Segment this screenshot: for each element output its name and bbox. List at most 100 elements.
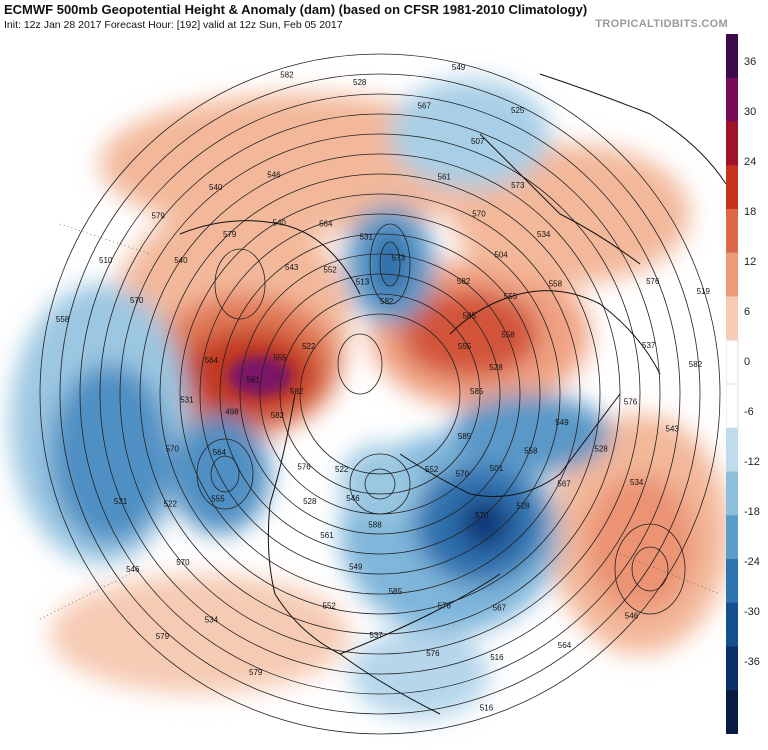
contour-label: 582 (271, 411, 285, 420)
contour-label: 543 (285, 263, 299, 272)
contour-label: 513 (356, 278, 370, 287)
contour-label: 582 (457, 277, 471, 286)
contour-label: 546 (126, 565, 140, 574)
source-watermark: TROPICALTIDBITS.COM (595, 18, 728, 30)
contour-label: 573 (511, 181, 525, 190)
contour-label: 561 (438, 173, 452, 182)
contour-label: 522 (164, 500, 178, 509)
colorbar-tick-label: 36 (744, 56, 756, 68)
contour-label: 567 (493, 603, 507, 612)
contour-label: 585 (470, 387, 484, 396)
contour-label: 576 (646, 277, 660, 286)
contour-label: 558 (56, 315, 70, 324)
height-contours (39, 53, 721, 735)
contour-label: 558 (524, 447, 538, 456)
colorbar-tick-label: 6 (744, 306, 750, 318)
contour-label: 528 (303, 497, 317, 506)
contour-label: 558 (549, 280, 563, 289)
contour-label: 561 (247, 375, 261, 384)
contour-label: 507 (471, 137, 485, 146)
contour-label: 576 (624, 398, 638, 407)
coastlines (179, 73, 726, 715)
contour-label: 576 (297, 463, 311, 472)
contour-label: 588 (368, 521, 382, 530)
contour-label: 522 (302, 342, 316, 351)
contour-label: 528 (489, 363, 503, 372)
colorbar-tick-label: 0 (744, 356, 750, 368)
contour-label: 570 (472, 210, 486, 219)
contour-label: 543 (666, 425, 680, 434)
colorbar-segments (726, 34, 739, 734)
colorbar-segment (726, 296, 738, 341)
colorbar-segment (726, 209, 738, 254)
contour-label: 579 (223, 230, 237, 239)
contour-label: 585 (458, 432, 472, 441)
contour-label: 552 (323, 601, 337, 610)
colorbar-tick-label: 24 (744, 156, 756, 168)
contour-label: 546 (267, 171, 281, 180)
contour-label: 540 (273, 218, 287, 227)
contour-label: 570 (456, 470, 470, 479)
colorbar-tick-label: 30 (744, 106, 756, 118)
contour-label: 531 (114, 497, 128, 506)
colorbar-ticks: 36 30 24 18 12 6 0 -6 -12 -18 -24 -30 -36 (744, 56, 760, 668)
contour-label: 534 (205, 616, 219, 625)
colorbar-segment (726, 471, 738, 516)
contour-label: 522 (335, 465, 349, 474)
contour-label: 570 (475, 511, 489, 520)
contour-label: 540 (209, 183, 223, 192)
contour-label: 561 (320, 531, 334, 540)
colorbar-tick-label: -24 (744, 556, 760, 568)
contour-label: 573 (392, 254, 406, 263)
contour-label: 510 (99, 256, 113, 265)
anomaly-shading (10, 79, 726, 719)
colorbar-segment (726, 515, 738, 560)
anomaly-colorbar: 36 30 24 18 12 6 0 -6 -12 -18 -24 -30 -36 (726, 34, 760, 734)
contour-label: 516 (480, 704, 494, 713)
contour-label: 564 (319, 220, 333, 229)
contour-labels: 585 576 573 570 564 558 552 546 534 531 525 516 522 5… (56, 63, 711, 713)
contour-label: 519 (697, 287, 711, 296)
colorbar-tick-label: 18 (744, 206, 756, 218)
colorbar-tick-label: -30 (744, 606, 760, 618)
contour-label: 537 (369, 631, 383, 640)
colorbar-segment (726, 339, 739, 385)
colorbar-tick-label: -12 (744, 456, 760, 468)
contour-label: 579 (156, 632, 170, 641)
contour-label: 582 (380, 297, 394, 306)
contour-label: 576 (426, 649, 440, 658)
contour-label: 585 (463, 311, 477, 320)
contour-label: 582 (290, 387, 304, 396)
polar-stereographic-map: 585 576 573 570 564 558 552 546 534 531 525 516 522 5… (10, 53, 726, 735)
contour-label: 549 (452, 63, 466, 72)
colorbar-segment (726, 690, 738, 734)
contour-label: 546 (346, 494, 360, 503)
contour-label: 570 (130, 296, 144, 305)
colorbar-tick-label: -36 (744, 656, 760, 668)
contour-label: 582 (280, 70, 294, 79)
contour-label: 534 (630, 478, 644, 487)
colorbar-tick-label: -18 (744, 506, 760, 518)
colorbar-tick-label: 12 (744, 256, 756, 268)
colorbar-segment (726, 165, 738, 210)
colorbar-segment (726, 77, 738, 122)
contour-label: 567 (557, 479, 571, 488)
colorbar-tick-label: -6 (744, 406, 754, 418)
contour-label: 516 (490, 653, 504, 662)
contour-label: 552 (425, 465, 439, 474)
contour-label: 564 (213, 448, 227, 457)
contour-label: 549 (349, 562, 363, 571)
contour-label: 546 (625, 611, 639, 620)
colorbar-segment (726, 34, 738, 79)
contour-label: 531 (180, 396, 194, 405)
colorbar-segment (726, 427, 738, 472)
contour-label: 555 (211, 495, 225, 504)
contour-label: 576 (438, 601, 452, 610)
contour-label: 555 (458, 342, 472, 351)
contour-label: 555 (273, 353, 287, 362)
contour-label: 537 (642, 341, 656, 350)
contour-label: 528 (516, 501, 530, 510)
contour-label: 504 (494, 251, 508, 260)
grid-lines (39, 223, 721, 620)
